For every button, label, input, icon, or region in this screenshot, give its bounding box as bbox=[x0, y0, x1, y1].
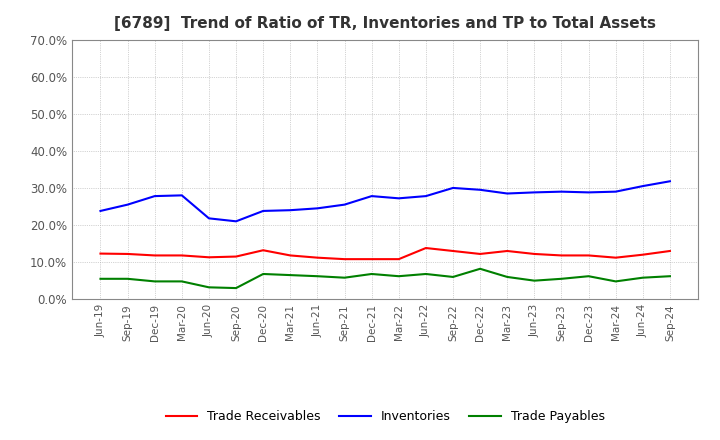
Trade Receivables bbox=[584, 253, 593, 258]
Trade Payables bbox=[150, 279, 159, 284]
Trade Receivables bbox=[259, 248, 268, 253]
Trade Payables bbox=[96, 276, 105, 282]
Inventories bbox=[123, 202, 132, 207]
Inventories bbox=[421, 194, 430, 199]
Inventories bbox=[313, 205, 322, 211]
Trade Payables bbox=[178, 279, 186, 284]
Inventories bbox=[232, 219, 240, 224]
Trade Receivables bbox=[639, 252, 647, 257]
Legend: Trade Receivables, Inventories, Trade Payables: Trade Receivables, Inventories, Trade Pa… bbox=[161, 405, 610, 428]
Trade Payables bbox=[665, 274, 674, 279]
Inventories bbox=[395, 196, 403, 201]
Trade Payables bbox=[259, 271, 268, 277]
Trade Payables bbox=[421, 271, 430, 277]
Trade Receivables bbox=[476, 251, 485, 257]
Inventories bbox=[259, 208, 268, 213]
Trade Payables bbox=[232, 286, 240, 291]
Inventories bbox=[178, 193, 186, 198]
Trade Payables bbox=[313, 274, 322, 279]
Trade Payables bbox=[584, 274, 593, 279]
Inventories bbox=[503, 191, 511, 196]
Line: Inventories: Inventories bbox=[101, 181, 670, 221]
Inventories bbox=[204, 216, 213, 221]
Trade Payables bbox=[639, 275, 647, 280]
Trade Receivables bbox=[611, 255, 620, 260]
Inventories bbox=[476, 187, 485, 192]
Inventories bbox=[665, 179, 674, 184]
Inventories bbox=[367, 194, 376, 199]
Trade Payables bbox=[611, 279, 620, 284]
Trade Payables bbox=[449, 274, 457, 279]
Trade Receivables bbox=[313, 255, 322, 260]
Trade Payables bbox=[204, 285, 213, 290]
Trade Payables bbox=[503, 274, 511, 279]
Trade Receivables bbox=[341, 257, 349, 262]
Inventories bbox=[150, 194, 159, 199]
Trade Receivables bbox=[557, 253, 566, 258]
Inventories bbox=[611, 189, 620, 194]
Title: [6789]  Trend of Ratio of TR, Inventories and TP to Total Assets: [6789] Trend of Ratio of TR, Inventories… bbox=[114, 16, 656, 32]
Inventories bbox=[96, 208, 105, 213]
Trade Receivables bbox=[178, 253, 186, 258]
Trade Payables bbox=[367, 271, 376, 277]
Trade Payables bbox=[286, 272, 294, 278]
Trade Receivables bbox=[395, 257, 403, 262]
Inventories bbox=[341, 202, 349, 207]
Trade Receivables bbox=[286, 253, 294, 258]
Inventories bbox=[557, 189, 566, 194]
Trade Payables bbox=[476, 266, 485, 271]
Trade Receivables bbox=[367, 257, 376, 262]
Trade Receivables bbox=[530, 251, 539, 257]
Trade Receivables bbox=[232, 254, 240, 259]
Trade Receivables bbox=[150, 253, 159, 258]
Trade Receivables bbox=[421, 246, 430, 251]
Trade Payables bbox=[557, 276, 566, 282]
Inventories bbox=[449, 185, 457, 191]
Inventories bbox=[639, 183, 647, 189]
Inventories bbox=[286, 208, 294, 213]
Trade Receivables bbox=[665, 248, 674, 253]
Trade Receivables bbox=[123, 251, 132, 257]
Inventories bbox=[584, 190, 593, 195]
Trade Payables bbox=[395, 274, 403, 279]
Trade Receivables bbox=[204, 255, 213, 260]
Trade Payables bbox=[530, 278, 539, 283]
Trade Payables bbox=[123, 276, 132, 282]
Inventories bbox=[530, 190, 539, 195]
Line: Trade Payables: Trade Payables bbox=[101, 269, 670, 288]
Trade Receivables bbox=[449, 248, 457, 253]
Trade Receivables bbox=[503, 248, 511, 253]
Line: Trade Receivables: Trade Receivables bbox=[101, 248, 670, 259]
Trade Receivables bbox=[96, 251, 105, 256]
Trade Payables bbox=[341, 275, 349, 280]
